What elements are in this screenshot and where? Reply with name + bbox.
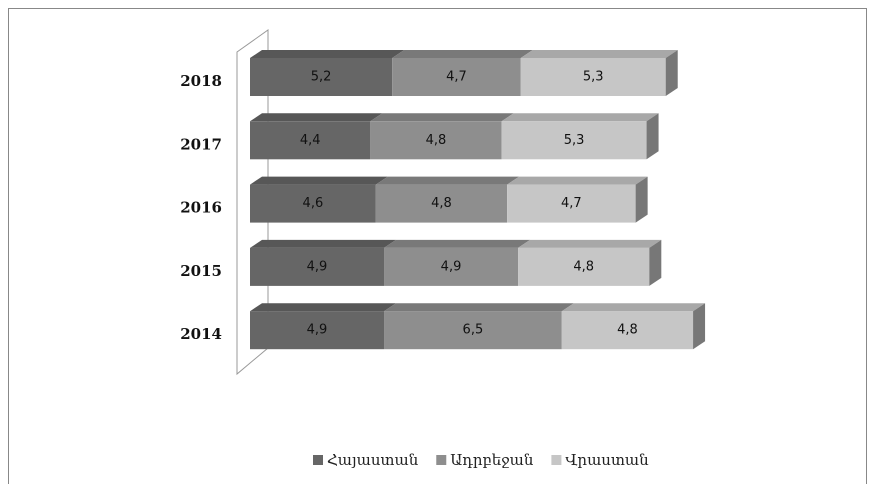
bar (250, 311, 385, 350)
data-label: 5,2 (311, 70, 332, 85)
legend-swatch (551, 455, 562, 465)
bar-top (250, 303, 397, 312)
data-label: 4,9 (441, 259, 462, 274)
y-tick-label: 2018 (180, 72, 222, 90)
data-label: 5,3 (583, 70, 604, 85)
bar (518, 247, 650, 286)
y-tick-label: 2016 (180, 199, 222, 217)
bar-top (250, 50, 405, 58)
bar (250, 184, 376, 223)
bar-top (507, 176, 648, 185)
bar-top (501, 113, 659, 122)
bar (370, 121, 502, 160)
bar (501, 121, 647, 160)
bar (520, 58, 666, 96)
bar (384, 311, 562, 350)
bar-side (649, 239, 662, 286)
y-tick-label: 2015 (180, 262, 222, 280)
bar-side (665, 50, 678, 96)
data-label: 4,9 (307, 323, 328, 338)
bar (507, 184, 636, 223)
bar-top (384, 239, 531, 248)
bar (392, 58, 521, 96)
data-label: 4,8 (617, 323, 638, 338)
bar (250, 121, 371, 160)
bar (250, 247, 385, 286)
data-label: 4,9 (307, 259, 328, 274)
data-label: 4,6 (303, 196, 324, 211)
y-tick-label: 2014 (180, 325, 222, 343)
legend-label: Ադրբեջան (450, 451, 534, 469)
legend-label: Հայաստան (327, 451, 419, 469)
bar-top (250, 113, 383, 122)
bar-top (392, 50, 533, 58)
bar-top (518, 239, 662, 248)
bar (384, 247, 519, 286)
bar-top (375, 176, 520, 185)
bar-top (370, 113, 514, 122)
data-label: 4,8 (426, 133, 447, 148)
data-label: 4,7 (561, 196, 582, 211)
bar (250, 58, 393, 96)
bar-top (520, 50, 678, 58)
bar (375, 184, 508, 223)
legend-label: Վրաստան (565, 451, 649, 469)
data-label: 4,8 (431, 196, 452, 211)
bar-top (250, 239, 397, 248)
data-label: 4,4 (300, 133, 321, 148)
bar-side (646, 113, 659, 160)
data-label: 6,5 (463, 323, 484, 338)
legend-swatch (313, 455, 323, 465)
bar (561, 311, 694, 350)
data-label: 4,7 (446, 70, 467, 85)
legend-swatch (436, 455, 447, 465)
bar-side (693, 303, 706, 350)
bar-side (635, 176, 648, 223)
y-tick-label: 2017 (180, 135, 222, 153)
data-label: 5,3 (564, 133, 585, 148)
data-label: 4,8 (573, 259, 594, 274)
bar-top (250, 176, 388, 185)
chart-frame (8, 8, 867, 484)
bar-top (561, 303, 706, 312)
bar-top (384, 303, 574, 312)
